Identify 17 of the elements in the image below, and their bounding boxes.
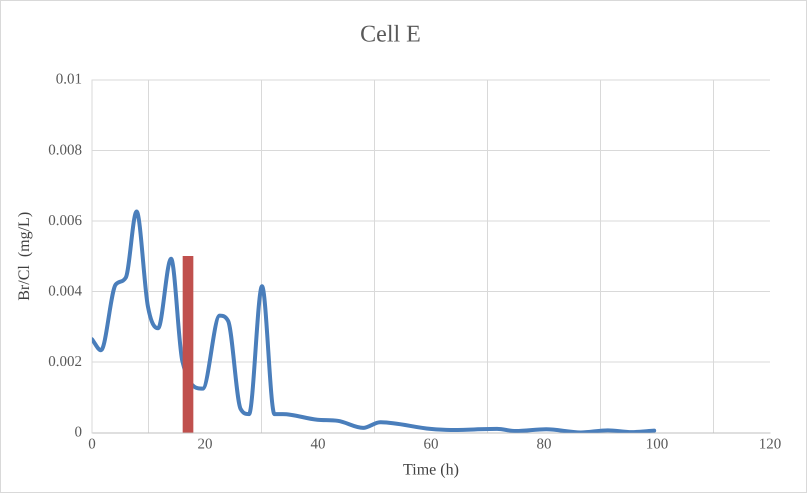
x-tick-label: 120: [758, 436, 782, 453]
line-series: [92, 209, 656, 433]
y-axis-title: Br/Cl (mg/L): [16, 212, 33, 301]
x-tick-label: 20: [197, 436, 212, 453]
y-tick-label: 0.002: [48, 354, 82, 370]
y-tick-label: 0.008: [48, 142, 82, 158]
y-tick-label: 0.004: [48, 284, 82, 300]
x-tick-label: 0: [88, 436, 96, 453]
y-tick-label: 0: [74, 424, 82, 441]
x-tick-label: 60: [423, 436, 438, 453]
x-axis-title: Time (h): [403, 462, 459, 479]
chart-title: Cell E: [360, 22, 421, 48]
y-tick-label: 0.01: [56, 72, 82, 88]
x-tick-label: 40: [310, 436, 326, 453]
y-tick-label: 0.006: [48, 212, 82, 229]
x-tick-label: 100: [646, 436, 668, 453]
x-tick-label: 80: [536, 436, 552, 453]
